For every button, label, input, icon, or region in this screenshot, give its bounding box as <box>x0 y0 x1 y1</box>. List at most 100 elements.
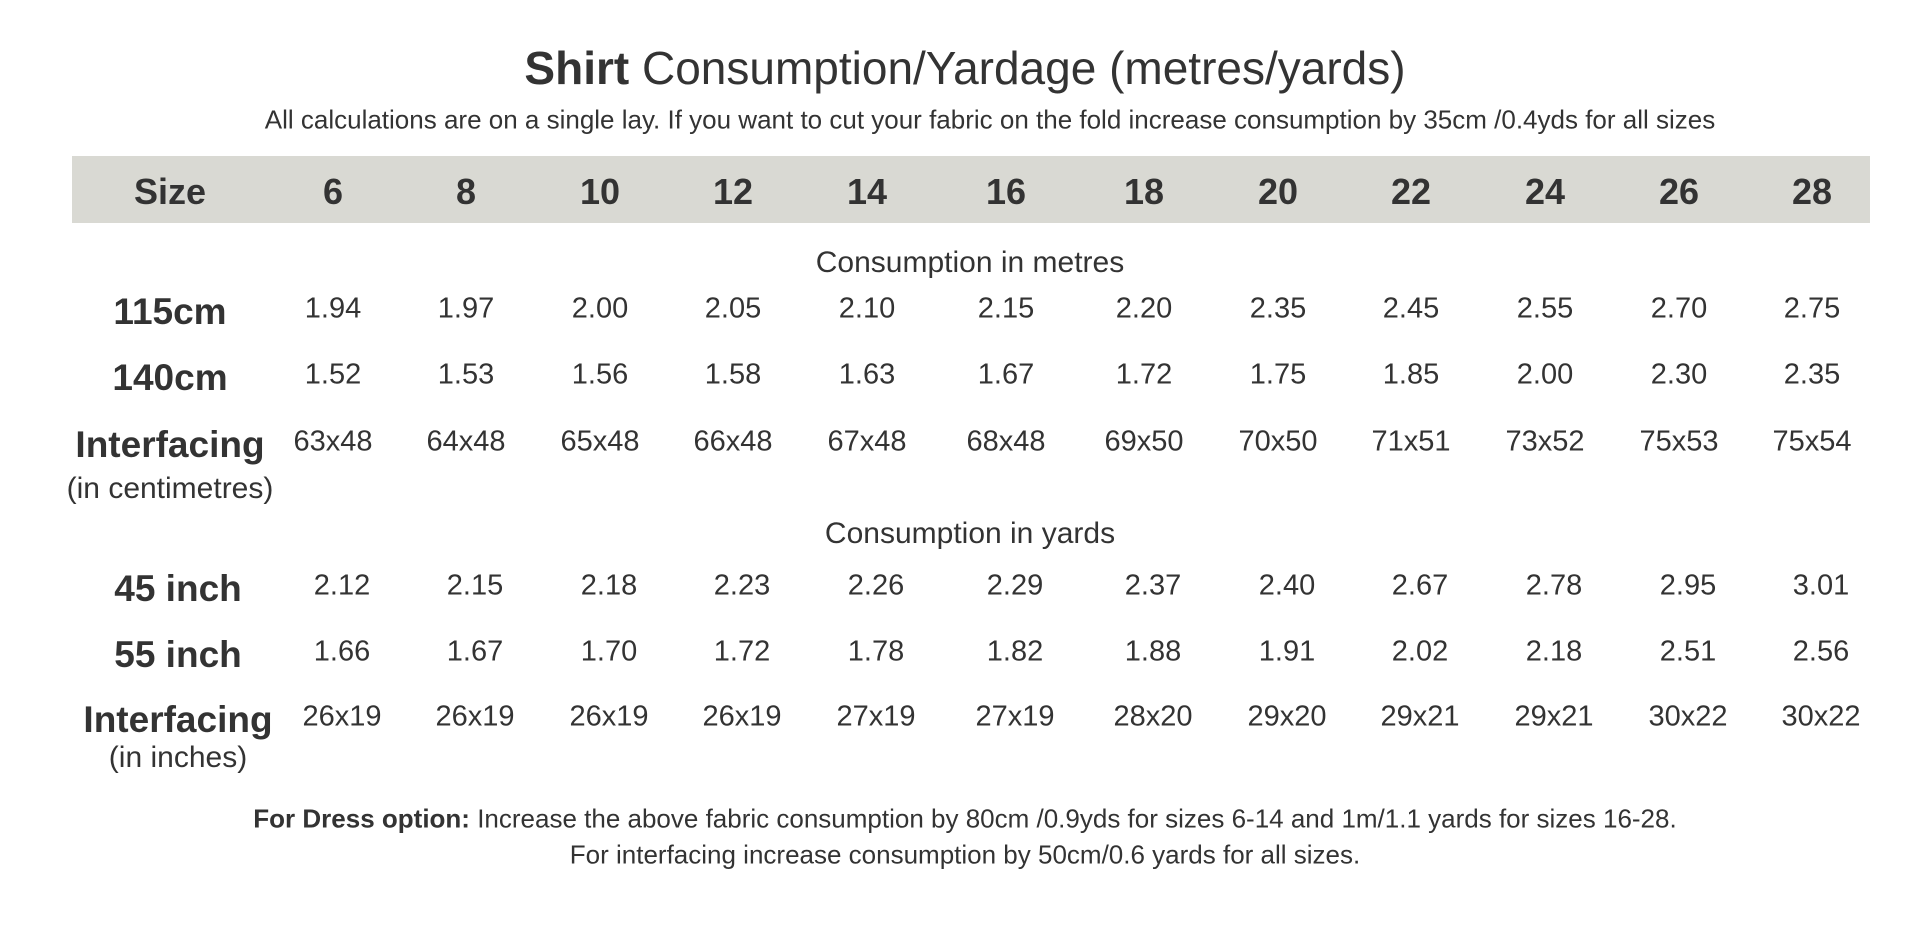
cell: 1.75 <box>1249 358 1307 391</box>
cell: 1.72 <box>1115 358 1173 391</box>
cell: 65x48 <box>560 425 640 458</box>
cell: 1.52 <box>304 358 362 391</box>
cell: 2.00 <box>1516 358 1574 391</box>
cell: 2.35 <box>1783 358 1841 391</box>
cell: 1.63 <box>838 358 896 391</box>
cell: 2.45 <box>1382 292 1440 325</box>
row-label: 140cm <box>112 357 228 398</box>
size-header: 26 <box>1658 171 1700 212</box>
cell: 2.37 <box>1124 569 1182 602</box>
cell: 26x19 <box>569 700 649 733</box>
cell: 66x48 <box>693 425 773 458</box>
title-rest: Consumption/Yardage (metres/yards) <box>641 42 1406 94</box>
cell: 3.01 <box>1792 569 1850 602</box>
cell: 29x21 <box>1514 700 1594 733</box>
cell: 63x48 <box>293 425 373 458</box>
cell: 1.78 <box>847 635 905 668</box>
cell: 69x50 <box>1104 425 1184 458</box>
cell: 2.20 <box>1115 292 1173 325</box>
cell: 1.82 <box>986 635 1044 668</box>
cell: 1.88 <box>1124 635 1182 668</box>
footer-bold: For Dress option: <box>253 803 470 834</box>
cell: 1.91 <box>1258 635 1316 668</box>
cell: 2.78 <box>1525 569 1583 602</box>
cell: 29x21 <box>1380 700 1460 733</box>
cell: 2.56 <box>1792 635 1850 668</box>
cell: 2.26 <box>847 569 905 602</box>
cell: 75x53 <box>1639 425 1719 458</box>
footer-line: For Dress option: Increase the above fab… <box>253 804 1676 835</box>
footer-text: Increase the above fabric consumption by… <box>477 803 1677 834</box>
size-header: 24 <box>1524 171 1566 212</box>
cell: 2.23 <box>713 569 771 602</box>
cell: 67x48 <box>827 425 907 458</box>
size-header: 20 <box>1257 171 1299 212</box>
size-header: 8 <box>455 171 477 212</box>
cell: 2.30 <box>1650 358 1708 391</box>
cell: 1.70 <box>580 635 638 668</box>
cell: 1.58 <box>704 358 762 391</box>
row-sublabel: (in inches) <box>108 741 248 774</box>
row-label: Interfacing <box>83 699 273 740</box>
cell: 2.35 <box>1249 292 1307 325</box>
cell: 2.29 <box>986 569 1044 602</box>
cell: 1.72 <box>713 635 771 668</box>
cell: 2.02 <box>1391 635 1449 668</box>
size-header: 18 <box>1123 171 1165 212</box>
cell: 71x51 <box>1371 425 1451 458</box>
row-label: Interfacing <box>75 424 265 465</box>
cell: 2.18 <box>580 569 638 602</box>
size-header: 22 <box>1390 171 1432 212</box>
cell: 2.75 <box>1783 292 1841 325</box>
header-bar <box>72 156 1870 223</box>
cell: 73x52 <box>1505 425 1585 458</box>
row-label: 55 inch <box>114 634 242 675</box>
title-bold: Shirt <box>524 42 630 94</box>
cell: 2.00 <box>571 292 629 325</box>
section-heading: Consumption in yards <box>824 517 1116 550</box>
size-header: 16 <box>985 171 1027 212</box>
title: Shirt Consumption/Yardage (metres/yards) <box>524 41 1405 95</box>
cell: 2.70 <box>1650 292 1708 325</box>
cell: 27x19 <box>975 700 1055 733</box>
size-header: 28 <box>1791 171 1833 212</box>
cell: 2.15 <box>977 292 1035 325</box>
section-heading: Consumption in metres <box>815 246 1125 279</box>
cell: 27x19 <box>836 700 916 733</box>
cell: 2.55 <box>1516 292 1574 325</box>
subtitle: All calculations are on a single lay. If… <box>264 104 1716 135</box>
cell: 2.05 <box>704 292 762 325</box>
cell: 70x50 <box>1238 425 1318 458</box>
cell: 2.67 <box>1391 569 1449 602</box>
cell: 75x54 <box>1772 425 1852 458</box>
cell: 30x22 <box>1648 700 1728 733</box>
size-header: 10 <box>579 171 621 212</box>
cell: 2.15 <box>446 569 504 602</box>
cell: 1.97 <box>437 292 495 325</box>
cell: 1.66 <box>313 635 371 668</box>
footer-line: For interfacing increase consumption by … <box>569 839 1361 870</box>
size-header: 6 <box>322 171 344 212</box>
size-header: 14 <box>846 171 888 212</box>
row-label: 45 inch <box>114 568 242 609</box>
cell: 26x19 <box>302 700 382 733</box>
cell: 1.85 <box>1382 358 1440 391</box>
size-label: Size <box>133 171 207 212</box>
cell: 26x19 <box>702 700 782 733</box>
cell: 1.67 <box>977 358 1035 391</box>
cell: 26x19 <box>435 700 515 733</box>
cell: 1.94 <box>304 292 362 325</box>
cell: 1.53 <box>437 358 495 391</box>
cell: 2.18 <box>1525 635 1583 668</box>
cell: 2.95 <box>1659 569 1717 602</box>
cell: 2.40 <box>1258 569 1316 602</box>
cell: 28x20 <box>1113 700 1193 733</box>
row-sublabel: (in centimetres) <box>66 472 274 505</box>
cell: 68x48 <box>966 425 1046 458</box>
cell: 2.51 <box>1659 635 1717 668</box>
cell: 64x48 <box>426 425 506 458</box>
cell: 1.56 <box>571 358 629 391</box>
cell: 30x22 <box>1781 700 1861 733</box>
cell: 1.67 <box>446 635 504 668</box>
